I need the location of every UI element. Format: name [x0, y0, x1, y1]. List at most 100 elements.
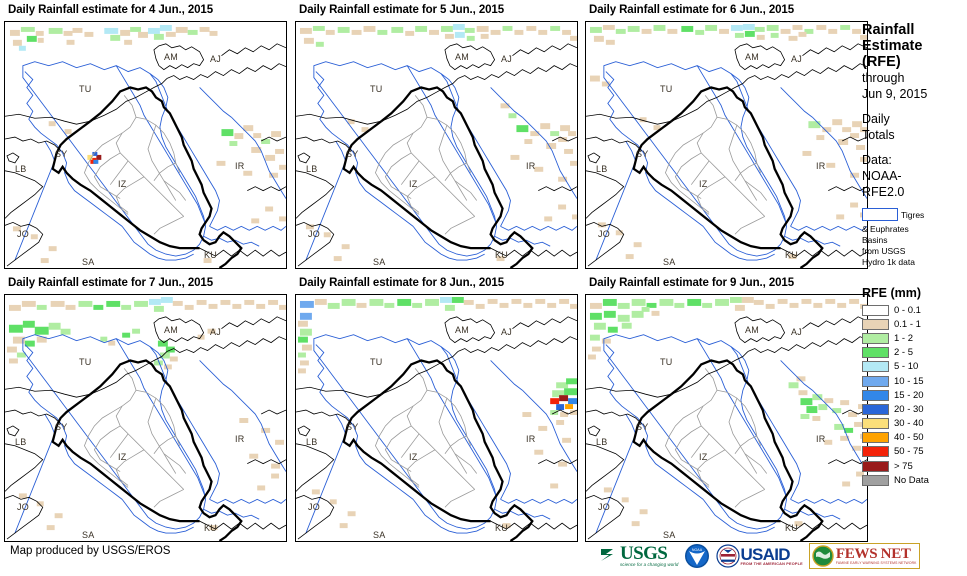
map-canvas[interactable]: AM AJ TU SY LB IZ IR JO SA KU: [295, 294, 578, 542]
map-panel-2: Daily Rainfall estimate for 5 Jun., 2015…: [295, 4, 580, 270]
basin-label-line-3: Basins: [862, 235, 888, 245]
rfe-range-label: 0.1 - 1: [894, 318, 921, 330]
country-label-ku: KU: [495, 250, 509, 260]
iraq-boundary: [51, 86, 243, 268]
map-canvas[interactable]: AM AJ TU SY LB IZ IR JO SA KU: [4, 294, 287, 542]
country-label-ir: IR: [526, 434, 536, 444]
rfe-legend-row: 15 - 20: [862, 388, 967, 402]
rainfall-raster: [589, 23, 867, 260]
noaa-seal-icon: NOAA: [685, 544, 710, 568]
usaid-logo-text: USAID: [740, 544, 790, 564]
country-label-aj: AJ: [501, 327, 513, 337]
governorate-boundaries: [374, 95, 478, 235]
fewsnet-logo-text: FEWS NET: [835, 546, 911, 562]
rfe-range-label: 2 - 5: [894, 347, 914, 359]
governorate-boundaries: [664, 95, 768, 235]
rfe-legend-row: 50 - 75: [862, 445, 967, 459]
rfe-legend-title: RFE (mm): [862, 286, 922, 300]
country-label-sa: SA: [373, 530, 386, 540]
rfe-legend-row: 40 - 50: [862, 431, 967, 445]
country-label-iz: IZ: [118, 452, 127, 462]
basin-label-first: Tigres: [901, 209, 925, 220]
map-canvas[interactable]: AM AJ TU SY LB IZ IR JO SA KU: [4, 21, 287, 269]
legend-column: Rainfall Estimate (RFE) through Jun 9, 2…: [862, 22, 967, 487]
country-label-aj: AJ: [501, 54, 513, 64]
rfe-range-label: No Data: [894, 474, 929, 486]
map-panel-4: Daily Rainfall estimate for 7 Jun., 2015…: [4, 277, 289, 543]
country-label-am: AM: [455, 325, 470, 335]
iraq-boundary: [342, 359, 534, 541]
national-borders: [5, 316, 286, 540]
map-canvas[interactable]: AM AJ TU SY LB IZ IR JO SA KU: [585, 294, 868, 542]
iraq-boundary: [51, 359, 243, 541]
rfe-swatch: [862, 304, 889, 316]
map-graphics: [586, 23, 867, 268]
map-panel-3: Daily Rainfall estimate for 6 Jun., 2015…: [585, 4, 870, 270]
map-canvas[interactable]: AM AJ TU SY LB IZ IR JO SA KU: [585, 21, 868, 269]
country-label-ir: IR: [235, 161, 245, 171]
country-label-jo: JO: [598, 229, 611, 239]
country-label-lb: LB: [306, 437, 318, 447]
rfe-swatch: [862, 403, 889, 415]
country-label-sy: SY: [636, 422, 649, 432]
rainfall-raster: [9, 24, 286, 264]
legend-title-line-2: Estimate: [862, 38, 923, 54]
national-borders: [586, 43, 867, 267]
rfe-legend-row: No Data: [862, 473, 967, 487]
country-label-ku: KU: [785, 523, 799, 533]
country-label-jo: JO: [308, 229, 321, 239]
legend-title-line-1: Rainfall: [862, 22, 915, 38]
usaid-seal-icon: [716, 544, 741, 568]
iraq-boundary: [632, 359, 824, 541]
rfe-legend-row: 10 - 15: [862, 374, 967, 388]
usaid-logo-tagline: FROM THE AMERICAN PEOPLE: [740, 561, 803, 566]
country-label-iz: IZ: [699, 452, 708, 462]
rfe-swatch: [862, 389, 889, 401]
national-borders: [296, 43, 577, 267]
country-label-jo: JO: [17, 229, 30, 239]
data-source-line-2: RFE2.0: [862, 185, 905, 199]
basin-swatch: [862, 208, 898, 222]
country-label-jo: JO: [598, 502, 611, 512]
totals-line-2: Totals: [862, 128, 895, 142]
country-label-sy: SY: [636, 149, 649, 159]
country-label-lb: LB: [15, 437, 27, 447]
country-label-iz: IZ: [118, 179, 127, 189]
fewsnet-logo: FEWS NET FAMINE EARLY WARNING SYSTEMS NE…: [808, 543, 920, 569]
country-label-ku: KU: [785, 250, 799, 260]
basin-label-line-4: from USGS: [862, 246, 906, 256]
country-label-ku: KU: [204, 523, 218, 533]
logo-strip: USGS science for a changing world NOAA: [600, 541, 920, 571]
rainfall-raster: [587, 296, 867, 527]
country-label-lb: LB: [596, 164, 608, 174]
map-graphics: [296, 23, 577, 268]
rfe-legend-row: 0 - 0.1: [862, 303, 967, 317]
map-canvas[interactable]: AM AJ TU SY LB IZ IR JO SA KU: [295, 21, 578, 269]
tigris-euphrates-basins: [595, 334, 867, 534]
country-label-aj: AJ: [210, 54, 222, 64]
country-label-sa: SA: [663, 530, 676, 540]
country-label-am: AM: [164, 325, 179, 335]
rfe-legend-row: 0.1 - 1: [862, 317, 967, 331]
national-borders: [296, 316, 577, 540]
rainfall-raster: [6, 296, 286, 531]
country-label-iz: IZ: [699, 179, 708, 189]
country-label-sy: SY: [346, 149, 359, 159]
governorate-boundaries: [374, 368, 478, 508]
rfe-legend-row: 2 - 5: [862, 346, 967, 360]
iraq-boundary: [342, 86, 534, 268]
usgs-logo-text: USGS: [620, 543, 668, 564]
country-label-sa: SA: [663, 257, 676, 267]
panel-title: Daily Rainfall estimate for 5 Jun., 2015: [299, 4, 504, 16]
panel-title: Daily Rainfall estimate for 7 Jun., 2015: [8, 277, 213, 289]
rfe-legend-row: > 75: [862, 459, 967, 473]
country-label-tu: TU: [370, 84, 383, 94]
rfe-range-label: 5 - 10: [894, 361, 919, 373]
country-label-aj: AJ: [210, 327, 222, 337]
usgs-logo-tagline: science for a changing world: [620, 562, 679, 567]
rfe-range-label: > 75: [894, 460, 913, 472]
rfe-swatch: [862, 418, 889, 430]
rfe-swatch: [862, 446, 889, 458]
basin-legend-entry: Tigres: [862, 206, 967, 224]
map-credit: Map produced by USGS/EROS: [10, 545, 171, 557]
